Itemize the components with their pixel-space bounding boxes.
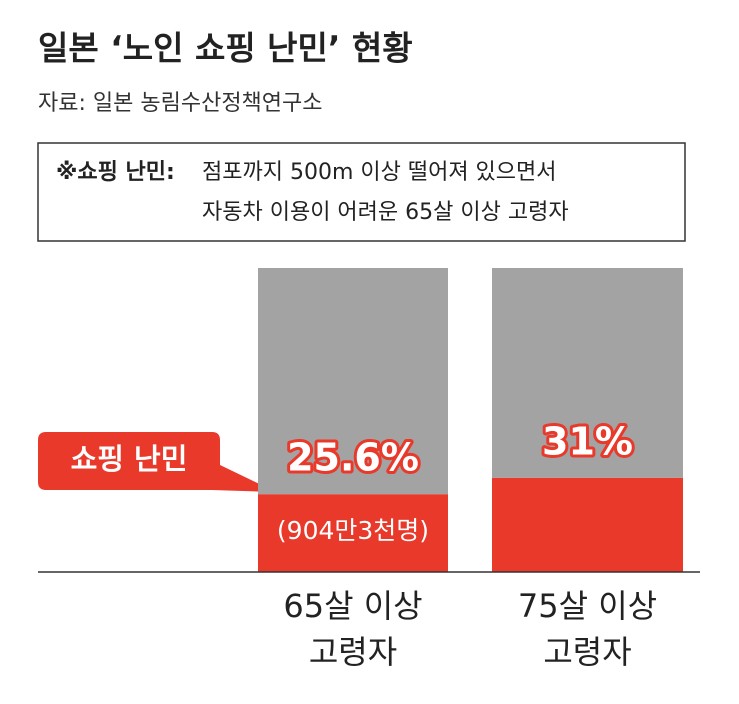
legend-label: 쇼핑 난민 (71, 442, 188, 476)
value-label: 31% (542, 419, 633, 463)
legend-marker (38, 432, 276, 492)
note-box (37, 142, 686, 242)
note-line: 자동차 이용이 어려운 65살 이상 고령자 (202, 200, 569, 225)
x-tick-label: 고령자 (543, 633, 631, 671)
source: 자료: 일본 농림수산정책연구소 (38, 91, 323, 116)
x-tick-label: 고령자 (309, 633, 397, 671)
bar-segment (258, 268, 448, 495)
x-tick-label: 75살 이상 (518, 587, 657, 625)
x-tick-label: 65살 이상 (283, 587, 422, 625)
chart-title: 일본 ‘노인 쇼핑 난민’ 현황 (38, 29, 413, 68)
bar-segment (492, 477, 683, 572)
legend: 쇼핑 난민 (38, 432, 276, 492)
bar-segment (258, 494, 448, 572)
annotation: (904만3천명) (277, 516, 429, 545)
value-label: 25.6% (287, 436, 419, 480)
note-label: ※쇼핑 난민: (56, 160, 175, 185)
bar-segment (492, 268, 683, 478)
note-line: 점포까지 500m 이상 떨어져 있으면서 (202, 160, 557, 185)
